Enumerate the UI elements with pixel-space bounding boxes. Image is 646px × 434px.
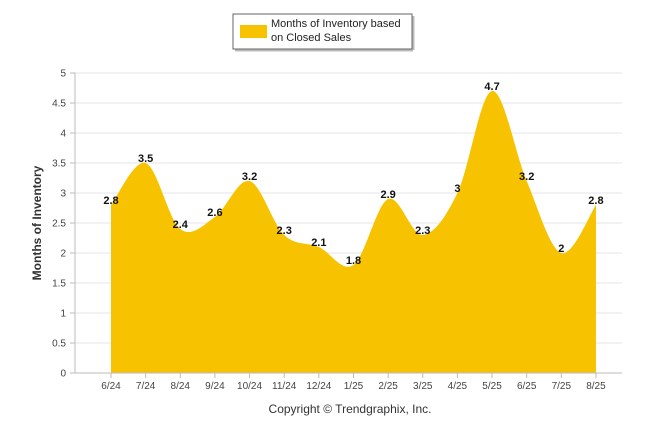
- data-label-12/24: 2.1: [311, 237, 326, 249]
- x-tick-label-2/25: 2/25: [378, 381, 398, 392]
- data-label-4/25: 3: [454, 183, 460, 195]
- data-label-6/25: 3.2: [519, 171, 534, 183]
- x-tick-label-8/24: 8/24: [171, 381, 191, 392]
- y-tick-label: 4.5: [52, 99, 66, 110]
- data-label-1/25: 1.8: [346, 255, 361, 267]
- data-label-8/24: 2.4: [173, 219, 189, 231]
- x-tick-label-3/25: 3/25: [413, 381, 433, 392]
- y-tick-label: 1.5: [52, 279, 66, 290]
- x-tick-label-10/24: 10/24: [237, 381, 262, 392]
- data-label-10/24: 3.2: [242, 171, 257, 183]
- area-series: [111, 90, 596, 374]
- y-tick-label: 2.5: [52, 219, 66, 230]
- x-tick-label-12/24: 12/24: [306, 381, 331, 392]
- x-tick-label-11/24: 11/24: [272, 381, 297, 392]
- legend: Months of Inventory based on Closed Sale…: [232, 13, 415, 52]
- y-tick-labels: 0 0.5 1 1.5 2 2.5 3 3.5 4 4.5 5: [52, 69, 66, 380]
- y-tick-label: 3: [60, 189, 66, 200]
- data-label-3/25: 2.3: [415, 225, 430, 237]
- legend-label-line-1: Months of Inventory based: [271, 18, 401, 30]
- x-tick-label-4/25: 4/25: [448, 381, 468, 392]
- data-labels: 2.8 3.5 2.4 2.6 3.2 2.3 2.1 1.8 2.9 2.3 3 4.7 3.2 2 2.…: [103, 81, 603, 267]
- data-label-7/24: 3.5: [138, 153, 153, 165]
- data-label-11/24: 2.3: [277, 225, 292, 237]
- y-tick-label: 0: [60, 369, 66, 380]
- data-label-5/25: 4.7: [484, 81, 499, 93]
- y-tick-label: 2: [60, 249, 66, 260]
- x-tick-label-8/25: 8/25: [586, 381, 606, 392]
- data-label-2/25: 2.9: [380, 189, 395, 201]
- x-tick-label-6/24: 6/24: [101, 381, 121, 392]
- x-tick-label-6/25: 6/25: [517, 381, 537, 392]
- axes: [70, 72, 622, 378]
- x-tick-label-7/25: 7/25: [552, 381, 572, 392]
- area-fill: [111, 90, 596, 374]
- legend-swatch: [240, 25, 267, 38]
- footer-copyright: Copyright © Trendgraphix, Inc.: [269, 402, 432, 416]
- x-tick-label-7/24: 7/24: [136, 381, 156, 392]
- data-label-8/25: 2.8: [588, 195, 603, 207]
- legend-label-line-2: on Closed Sales: [271, 32, 352, 44]
- data-label-9/24: 2.6: [207, 207, 222, 219]
- y-tick-label: 1: [60, 309, 66, 320]
- x-tick-label-1/25: 1/25: [344, 381, 364, 392]
- y-tick-label: 4: [60, 129, 66, 140]
- y-tick-label: 5: [60, 69, 66, 80]
- x-tick-label-5/25: 5/25: [482, 381, 502, 392]
- data-label-6/24: 2.8: [103, 195, 118, 207]
- y-tick-label: 3.5: [52, 159, 66, 170]
- data-label-7/25: 2: [558, 243, 564, 255]
- x-tick-labels: 6/24 7/24 8/24 9/24 10/24 11/24 12/24 1/25 2/25 3…: [101, 381, 606, 392]
- y-axis-title: Months of Inventory: [30, 165, 44, 280]
- x-tick-label-9/24: 9/24: [205, 381, 225, 392]
- y-tick-label: 0.5: [52, 339, 66, 350]
